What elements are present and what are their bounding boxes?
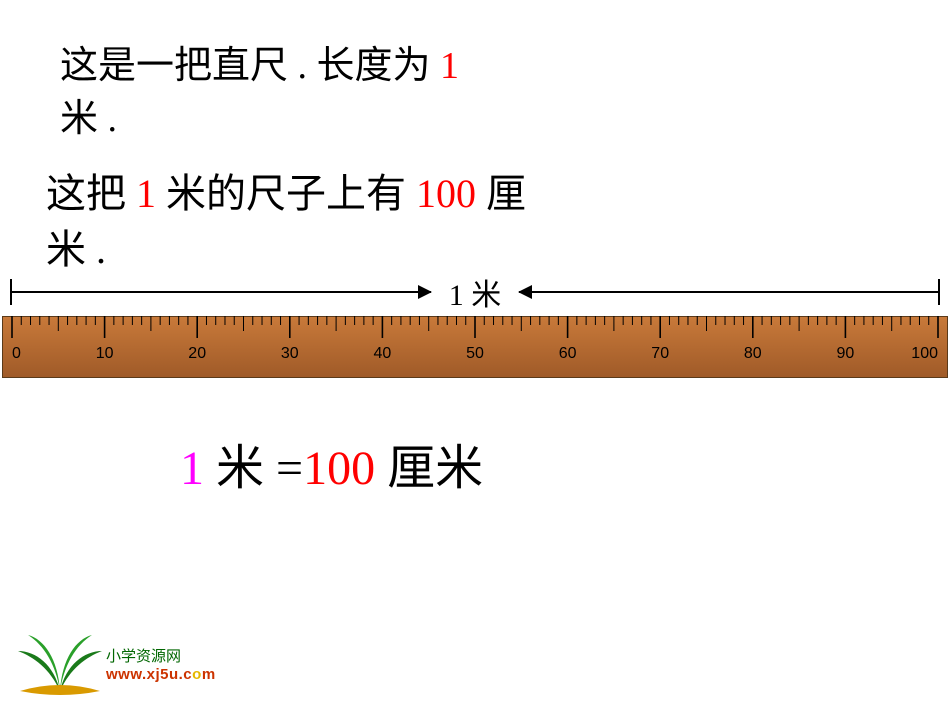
sentence-1-highlight: 1: [440, 45, 459, 87]
footer-url: www.xj5u.com: [106, 666, 216, 683]
equation-one: 1: [180, 442, 204, 495]
equation-unit-m: 米: [204, 442, 276, 495]
sentence-2-h1: 1: [136, 171, 156, 216]
svg-text:60: 60: [559, 345, 577, 362]
footer-cn: 小学资源网: [106, 645, 216, 666]
ruler-dimension-line: 1 米: [10, 268, 940, 316]
equation-hundred: 100: [303, 442, 375, 495]
svg-text:90: 90: [837, 345, 855, 362]
sentence-2-h2: 100: [416, 171, 476, 216]
sentence-2-part2: 米的尺子上有: [156, 171, 416, 216]
svg-text:70: 70: [651, 345, 669, 362]
equation-equals: =: [276, 442, 303, 495]
sentence-1-part2: 米 .: [60, 98, 117, 140]
sentence-2-part3-a: 厘: [476, 171, 526, 216]
svg-text:30: 30: [281, 345, 299, 362]
dimension-arrow-right: [519, 291, 940, 293]
equation-unit-cm: 厘米: [375, 442, 483, 495]
dimension-arrow-left: [10, 291, 431, 293]
svg-text:10: 10: [96, 345, 114, 362]
sentence-1-part1: 这是一把直尺 . 长度为: [60, 45, 440, 87]
svg-text:50: 50: [466, 345, 484, 362]
ruler-block: 1 米 0102030405060708090100: [60, 268, 890, 378]
sentence-2-part1: 这把: [46, 171, 136, 216]
sentence-1: 这是一把直尺 . 长度为 1 米 .: [60, 40, 890, 146]
sentence-2: 这把 1 米的尺子上有 100 厘米 .: [46, 166, 890, 278]
svg-text:0: 0: [12, 345, 21, 362]
ruler-length-label: 1 米: [431, 270, 520, 314]
ruler-graphic: 0 10 20 30 40 50 60 70 80 90 100: [2, 316, 948, 378]
equation: 1 米 =100 厘米: [180, 438, 890, 500]
footer-logo: [14, 629, 106, 699]
svg-text:20: 20: [188, 345, 206, 362]
svg-text:80: 80: [744, 345, 762, 362]
sentence-2-part3-b: 米 .: [46, 227, 106, 272]
svg-text:100: 100: [911, 345, 938, 362]
footer-text: 小学资源网 www.xj5u.com: [106, 645, 216, 683]
svg-text:40: 40: [374, 345, 392, 362]
